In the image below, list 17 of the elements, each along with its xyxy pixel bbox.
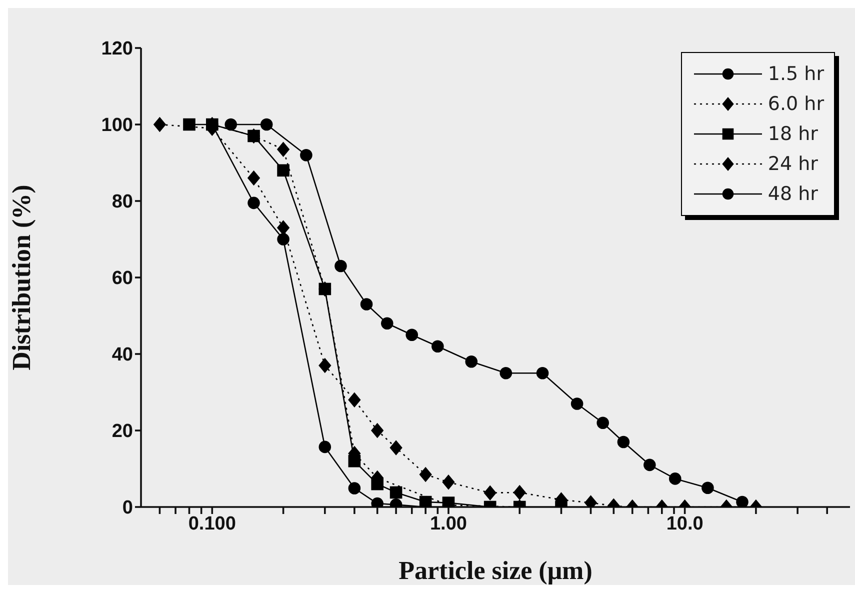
y-tick-label: 80 <box>112 192 133 213</box>
legend-label: 18 hr <box>768 123 818 145</box>
y-tick-label: 60 <box>112 268 133 290</box>
y-tick-label: 20 <box>112 421 133 442</box>
y-tick-label: 120 <box>101 38 133 60</box>
legend-label: 1.5 hr <box>768 63 824 85</box>
y-axis-title: Distribution (%) <box>7 184 36 370</box>
x-tick-label: 0.100 <box>188 513 236 534</box>
legend-label: 48 hr <box>768 183 818 205</box>
x-tick-label: 1.00 <box>430 513 467 534</box>
legend-label: 24 hr <box>768 153 818 175</box>
legend-label: 6.0 hr <box>768 93 824 115</box>
x-tick-label: 10.0 <box>666 513 704 534</box>
x-axis-title: Particle size (μm) <box>398 556 592 585</box>
y-tick-label: 40 <box>112 344 133 366</box>
y-tick-label: 0 <box>122 498 133 519</box>
y-tick-label: 100 <box>101 115 133 136</box>
